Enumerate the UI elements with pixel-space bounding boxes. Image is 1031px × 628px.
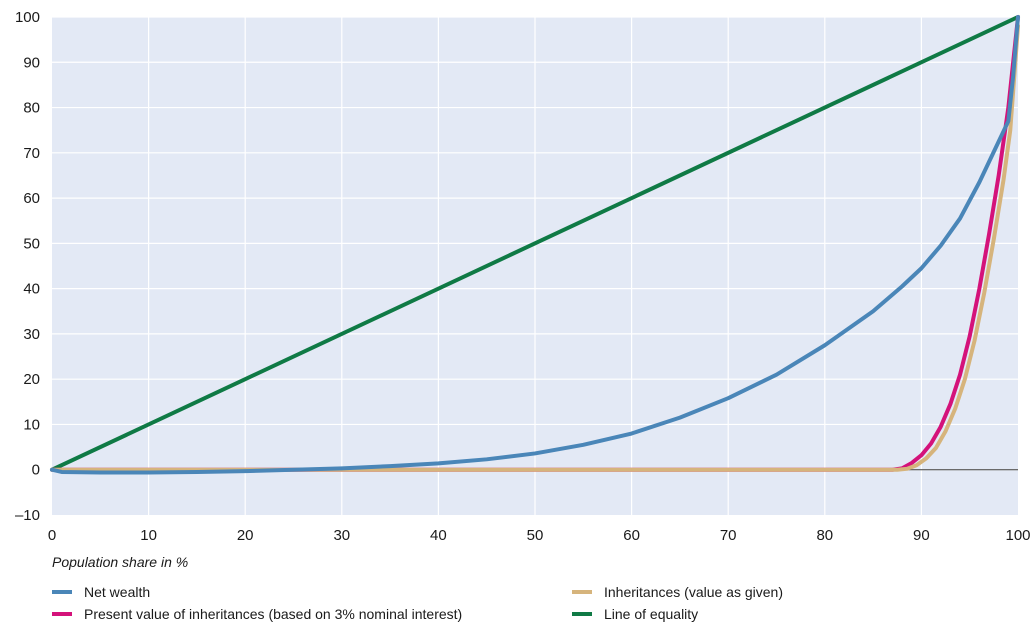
legend-label-present-value-inheritances: Present value of inheritances (based on … [84,606,463,622]
grid-lines [52,16,1018,515]
legend-label-line-of-equality: Line of equality [604,606,699,622]
y-axis-ticks: –10 0 10 20 30 40 50 60 70 80 90 100 [15,9,40,524]
net-wealth-line [50,15,1020,475]
x-tick-label: 70 [720,527,737,544]
x-tick-label: 40 [430,527,447,544]
inheritances-line [50,24,1020,472]
legend-item-inheritances: Inheritances (value as given) [572,584,783,600]
legend-swatch-present-value-inheritances [52,612,72,616]
y-tick-label: 50 [23,235,40,252]
y-tick-label: 100 [15,9,40,26]
x-axis-ticks: 0 10 20 30 40 50 60 70 80 90 100 [48,527,1031,544]
x-tick-label: 100 [1005,527,1030,544]
present-value-inheritances-line [50,15,1020,472]
legend-label-inheritances: Inheritances (value as given) [604,584,783,600]
x-tick-label: 90 [913,527,930,544]
line-of-equality [50,15,1020,472]
y-tick-label: 40 [23,281,40,298]
x-tick-label: 60 [623,527,640,544]
y-tick-label: 70 [23,145,40,162]
x-tick-label: 50 [527,527,544,544]
y-tick-label: 90 [23,54,40,71]
legend-item-line-of-equality: Line of equality [572,606,698,622]
y-tick-label: 80 [23,100,40,117]
x-tick-label: 10 [140,527,157,544]
legend-swatch-net-wealth [52,590,72,594]
x-tick-label: 20 [237,527,254,544]
y-tick-label: 0 [32,462,40,479]
y-tick-label: 20 [23,371,40,388]
y-tick-label: 60 [23,190,40,207]
legend-label-net-wealth: Net wealth [84,584,151,600]
series-lines [50,15,1020,475]
legend-item-present-value-inheritances: Present value of inheritances (based on … [52,606,462,622]
y-tick-label: 10 [23,416,40,433]
x-tick-label: 80 [816,527,833,544]
legend-item-net-wealth: Net wealth [52,584,150,600]
y-tick-label: 30 [23,326,40,343]
x-tick-label: 30 [333,527,350,544]
x-axis-label: Population share in % [52,554,189,570]
x-tick-label: 0 [48,527,56,544]
y-tick-label: –10 [15,507,40,524]
legend-swatch-inheritances [572,590,592,594]
legend-swatch-line-of-equality [572,612,592,616]
